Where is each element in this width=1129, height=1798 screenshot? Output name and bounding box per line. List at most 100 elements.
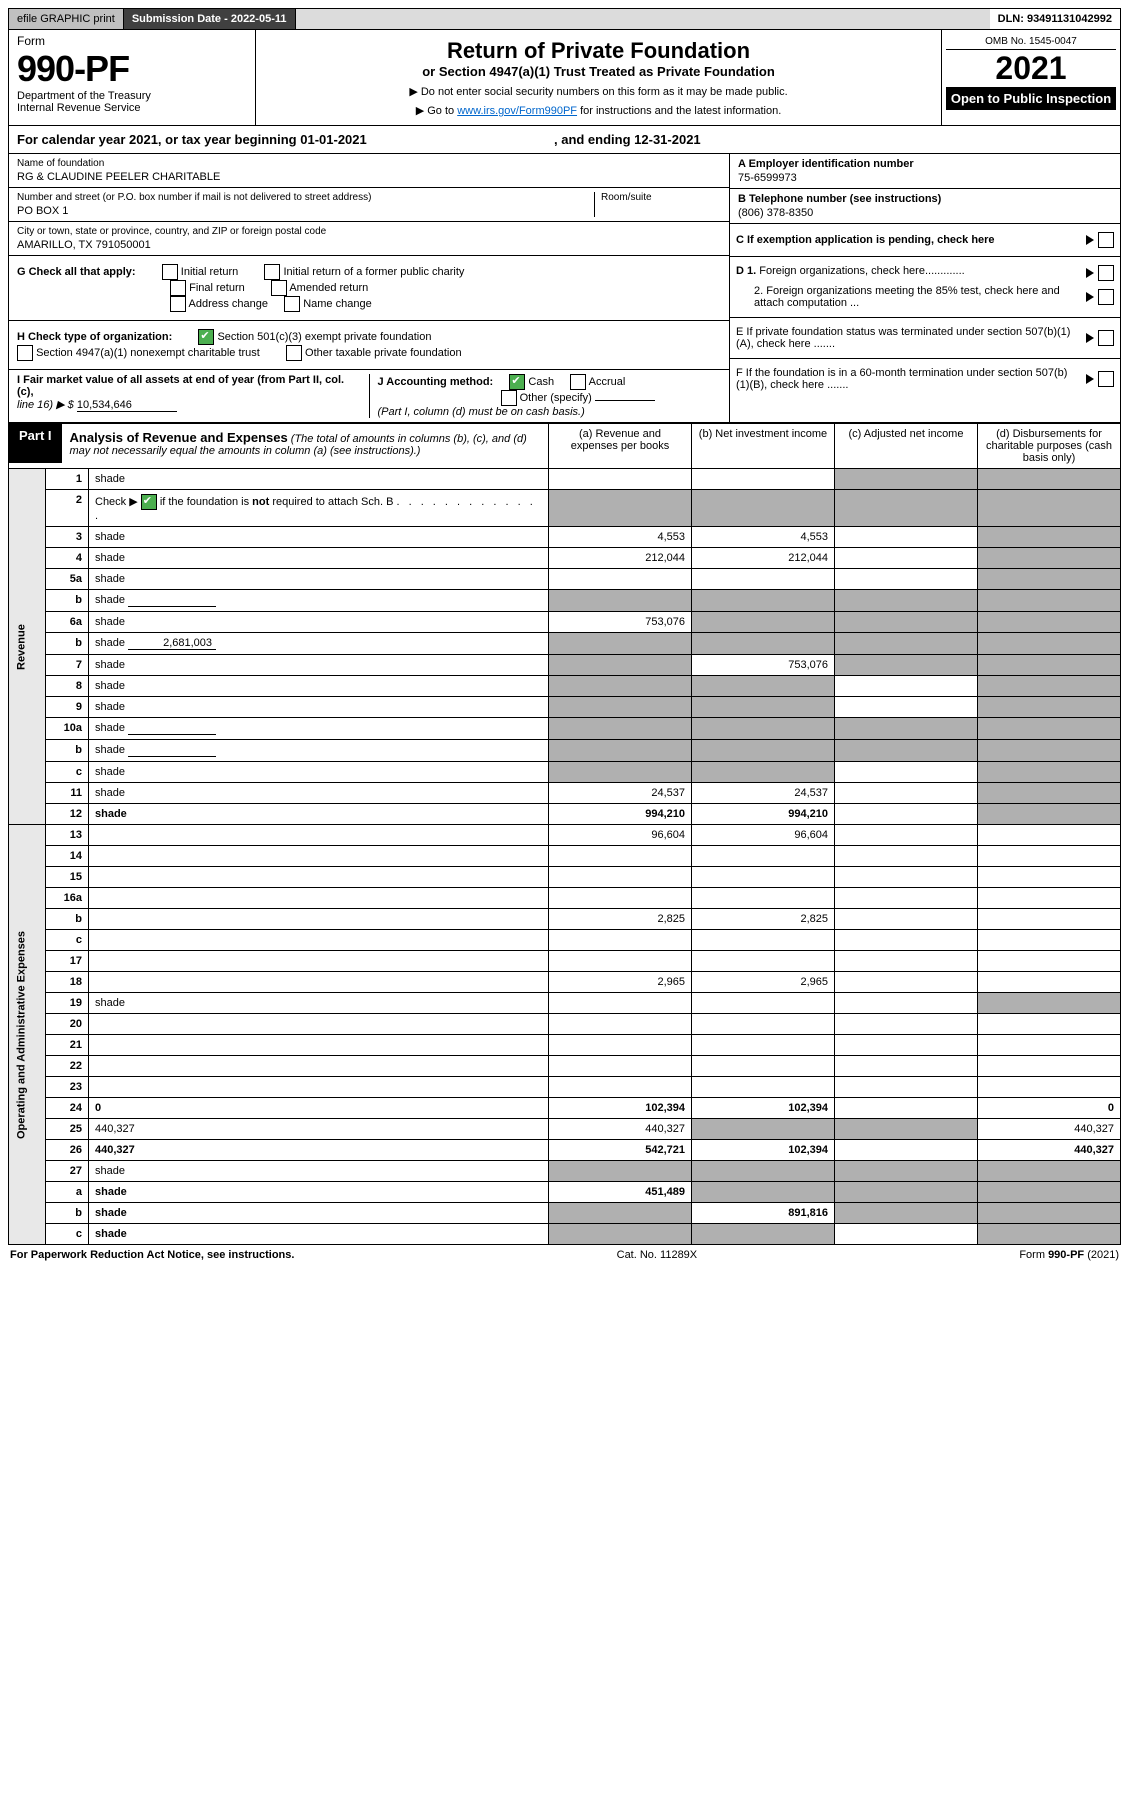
amount-cell — [835, 490, 978, 527]
table-row: 19shade — [9, 993, 1121, 1014]
checkbox-initial-former[interactable] — [264, 264, 280, 280]
line-description — [89, 846, 549, 867]
line-description: Check ▶ if the foundation is not require… — [89, 490, 549, 527]
checkbox-4947[interactable] — [17, 345, 33, 361]
amount-cell — [549, 469, 692, 490]
amount-cell — [835, 1098, 978, 1119]
checkbox-f[interactable] — [1098, 371, 1114, 387]
amount-cell — [978, 972, 1121, 993]
amount-cell — [549, 951, 692, 972]
j-label: J Accounting method: — [378, 376, 494, 388]
amount-cell — [835, 527, 978, 548]
line-number: 19 — [46, 993, 89, 1014]
amount-cell — [549, 867, 692, 888]
amount-cell — [692, 676, 835, 697]
amount-cell: 4,553 — [692, 527, 835, 548]
amount-cell: 2,825 — [692, 909, 835, 930]
d1-label: Foreign organizations, check here.......… — [759, 265, 964, 277]
table-row: 11shade24,53724,537 — [9, 783, 1121, 804]
amount-cell — [549, 569, 692, 590]
amount-cell — [835, 655, 978, 676]
line-number: c — [46, 930, 89, 951]
line-number: 8 — [46, 676, 89, 697]
opt-address-change: Address change — [189, 298, 269, 310]
checkbox-amended[interactable] — [271, 280, 287, 296]
amount-cell — [835, 697, 978, 718]
table-row: c — [9, 930, 1121, 951]
line-description: shade 2,681,003 — [89, 633, 549, 655]
line-description: shade — [89, 762, 549, 783]
amount-cell: 440,327 — [978, 1119, 1121, 1140]
checkbox-address-change[interactable] — [170, 296, 186, 312]
amount-cell — [978, 867, 1121, 888]
amount-cell — [549, 718, 692, 740]
checkbox-final-return[interactable] — [170, 280, 186, 296]
checkbox-initial-return[interactable] — [162, 264, 178, 280]
checkbox-501c3[interactable] — [198, 329, 214, 345]
analysis-table: Part I Analysis of Revenue and Expenses … — [8, 423, 1121, 1245]
line-description — [89, 867, 549, 888]
checkbox-d1[interactable] — [1098, 265, 1114, 281]
amount-cell — [835, 930, 978, 951]
amount-cell: 2,965 — [692, 972, 835, 993]
dln-label: DLN: 93491131042992 — [990, 9, 1120, 29]
ein-value: 75-6599973 — [738, 172, 1112, 184]
line-description: shade — [89, 697, 549, 718]
foundation-name: RG & CLAUDINE PEELER CHARITABLE — [17, 171, 721, 183]
amount-cell — [549, 697, 692, 718]
amount-cell — [692, 867, 835, 888]
table-row: 12shade994,210994,210 — [9, 804, 1121, 825]
checkbox-accrual[interactable] — [570, 374, 586, 390]
amount-cell — [978, 825, 1121, 846]
efile-print-button[interactable]: efile GRAPHIC print — [9, 9, 124, 29]
instructions-link[interactable]: www.irs.gov/Form990PF — [457, 105, 577, 117]
amount-cell — [692, 1224, 835, 1245]
checkbox-cash[interactable] — [509, 374, 525, 390]
amount-cell — [835, 951, 978, 972]
amount-cell: 102,394 — [692, 1098, 835, 1119]
phone-value: (806) 378-8350 — [738, 207, 1112, 219]
amount-cell — [978, 804, 1121, 825]
line-description: shade — [89, 1224, 549, 1245]
footer: For Paperwork Reduction Act Notice, see … — [8, 1245, 1121, 1265]
checkbox-name-change[interactable] — [284, 296, 300, 312]
amount-cell — [549, 740, 692, 762]
checkbox-c[interactable] — [1098, 232, 1114, 248]
line-number: 3 — [46, 527, 89, 548]
amount-cell — [978, 527, 1121, 548]
amount-cell: 24,537 — [692, 783, 835, 804]
amount-cell — [835, 1161, 978, 1182]
amount-cell — [692, 1119, 835, 1140]
line-number: c — [46, 762, 89, 783]
amount-cell — [549, 655, 692, 676]
h-label: H Check type of organization: — [17, 331, 172, 343]
col-a-header: (a) Revenue and expenses per books — [549, 424, 692, 469]
amount-cell — [978, 1224, 1121, 1245]
checkbox-d2[interactable] — [1098, 289, 1114, 305]
amount-cell — [549, 1035, 692, 1056]
amount-cell — [835, 1224, 978, 1245]
amount-cell — [549, 930, 692, 951]
line-description: 0 — [89, 1098, 549, 1119]
checkbox-other-method[interactable] — [501, 390, 517, 406]
amount-cell — [835, 676, 978, 697]
col-b-header: (b) Net investment income — [692, 424, 835, 469]
line-description — [89, 825, 549, 846]
table-row: 10ashade — [9, 718, 1121, 740]
checkbox-other-taxable[interactable] — [286, 345, 302, 361]
instruction-2-pre: ▶ Go to — [416, 105, 457, 117]
opt-accrual: Accrual — [589, 376, 626, 388]
table-row: 20 — [9, 1014, 1121, 1035]
line-number: 11 — [46, 783, 89, 804]
d2-label: 2. Foreign organizations meeting the 85%… — [736, 285, 1086, 309]
amount-cell — [692, 1035, 835, 1056]
amount-cell — [549, 1077, 692, 1098]
checkbox-e[interactable] — [1098, 330, 1114, 346]
phone-label: B Telephone number (see instructions) — [738, 193, 1112, 205]
amount-cell — [549, 1203, 692, 1224]
amount-cell — [549, 633, 692, 655]
ein-label: A Employer identification number — [738, 158, 1112, 170]
line-number: 24 — [46, 1098, 89, 1119]
amount-cell — [692, 718, 835, 740]
amount-cell — [835, 867, 978, 888]
